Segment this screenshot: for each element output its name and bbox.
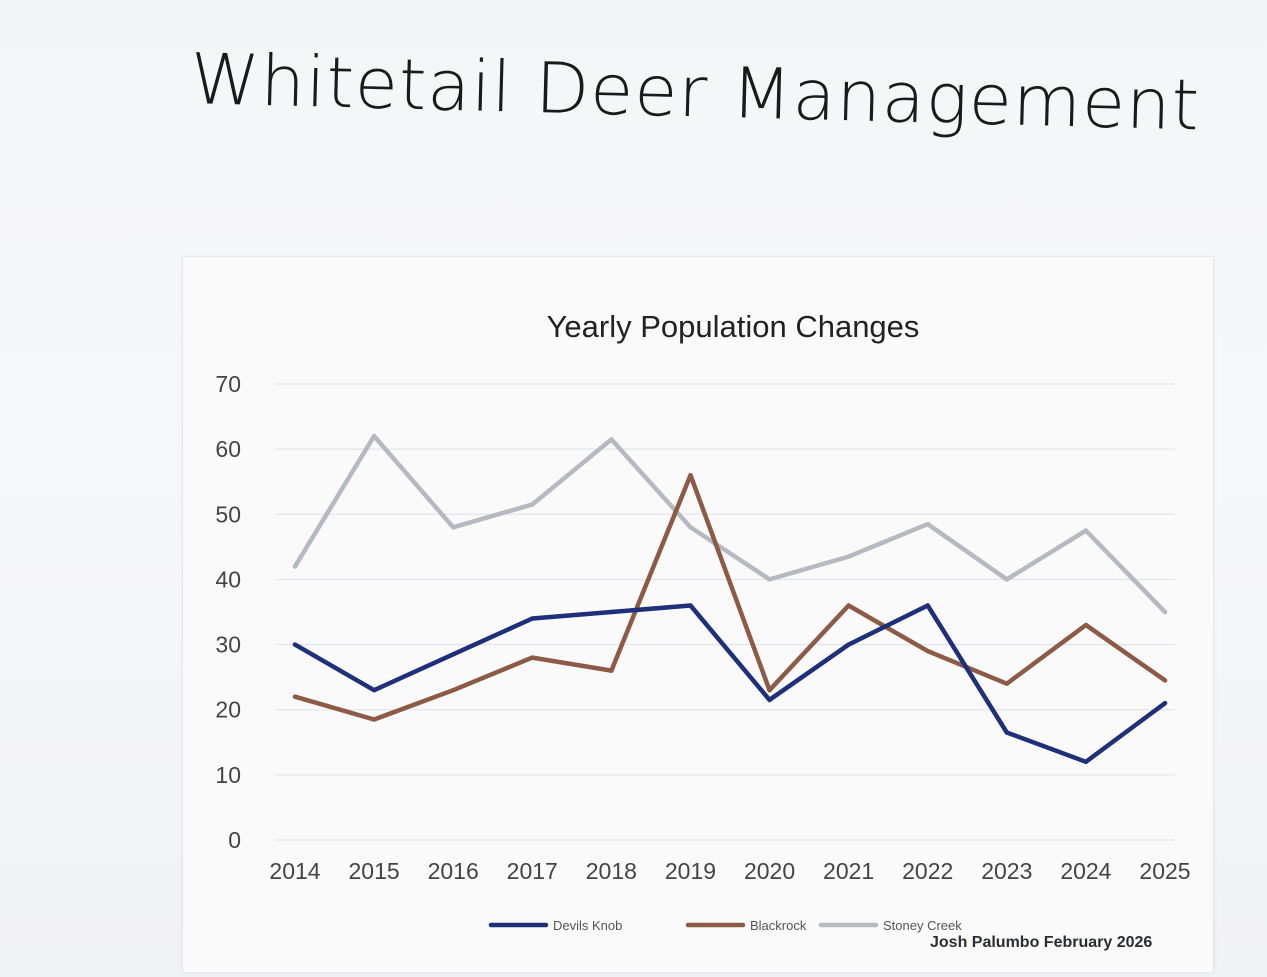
x-tick-label: 2021 [823,858,874,884]
data-point [846,642,851,647]
x-tick-label: 2022 [902,858,953,884]
series-line-devils-knob [292,603,1168,765]
data-point [925,603,930,608]
line-chart: Yearly Population Changes 0 10 20 30 40 50 60 7… [215,309,1190,933]
y-tick-label: 70 [215,371,241,397]
x-tick-label: 2019 [665,858,716,884]
x-tick-label: 2016 [428,858,479,884]
x-tick-label: 2018 [586,858,637,884]
y-tick-label: 0 [228,827,241,853]
data-point [1162,609,1168,615]
legend: Devils Knob Blackrock Stoney Creek [488,918,962,933]
data-point [767,697,772,703]
x-tick-label: 2017 [507,858,558,884]
data-point [1083,759,1089,765]
data-point [609,437,614,442]
legend-label: Blackrock [750,918,807,933]
data-point [767,577,772,582]
y-tick-label: 50 [215,501,241,527]
data-point [609,668,614,673]
x-tick-label: 2014 [269,858,320,884]
x-tick-label: 2025 [1139,858,1190,884]
data-point [925,521,930,527]
data-point [1162,701,1168,706]
data-point [925,648,930,654]
x-tick-label: 2024 [1060,858,1111,884]
data-point [688,603,693,608]
data-point [450,652,456,657]
data-point [688,473,693,478]
y-tick-label: 10 [215,762,241,788]
series-lines [292,433,1168,765]
data-point [1162,678,1168,683]
x-tick-label: 2020 [744,858,795,884]
data-point [1004,577,1010,582]
x-tick-label: 2023 [981,858,1032,884]
data-point [767,687,772,693]
data-point [1083,622,1089,628]
x-tick-label: 2015 [349,858,400,884]
data-point [292,564,298,569]
data-point [846,603,851,608]
chart-title: Yearly Population Changes [547,309,920,344]
y-tick-label: 60 [215,436,241,462]
footer-credit: Josh Palumbo February 2026 [930,934,1153,951]
page-title: Whitetail Deer Management [189,38,1202,147]
data-point [609,609,614,615]
y-axis-ticks: 0 10 20 30 40 50 60 70 [215,371,241,853]
gridlines [275,383,1175,841]
series-line-blackrock [292,472,1168,722]
data-point [371,687,377,693]
series-line-stoney-creek [292,433,1168,615]
data-point [292,642,298,647]
data-point [1004,730,1010,735]
data-point [450,687,456,693]
data-point [371,717,377,722]
y-tick-label: 40 [215,566,241,592]
data-point [846,554,851,559]
legend-label: Stoney Creek [883,918,962,933]
data-point [688,525,693,530]
data-point [1083,528,1089,533]
y-tick-label: 30 [215,632,241,658]
x-axis-ticks: 2014 2015 2016 2017 2018 2019 2020 2021 2022 2023… [269,858,1190,884]
data-point [1004,681,1010,686]
data-point [371,433,377,439]
chart-panel: Yearly Population Changes 0 10 20 30 40 50 60 7… [182,256,1214,973]
data-point [450,525,456,530]
data-point [292,694,298,699]
legend-label: Devils Knob [553,918,622,933]
data-point [530,502,535,507]
y-tick-label: 20 [215,697,241,723]
data-point [530,616,535,621]
data-point [530,655,535,660]
